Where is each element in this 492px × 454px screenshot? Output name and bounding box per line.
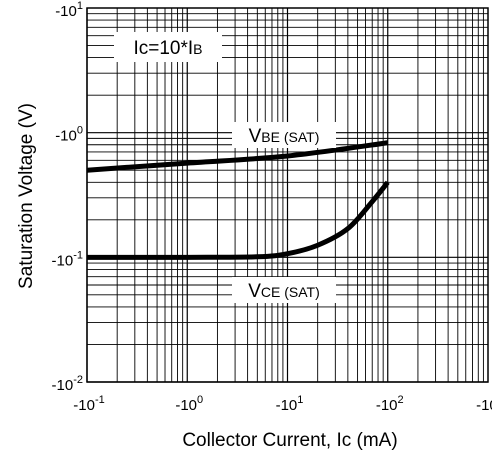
label-part: B [193,41,202,57]
grid [86,8,488,383]
tick-base: -10 [52,377,74,394]
tick-base: -10 [175,397,197,414]
tick-base: -10 [276,397,298,414]
series-line-vce-sat [86,180,390,260]
tick-exponent: 0 [197,394,203,406]
condition-label: Ic=10*IB [114,32,222,62]
tick-base: -10 [52,252,74,269]
vbe-sat-label-bg [232,122,336,148]
label-part: (SAT) [280,284,319,300]
vbe-sat-label: VBE (SAT) [232,122,336,148]
series [86,140,390,260]
series-line-vbe-sat [86,140,389,173]
tick-labels: -10-1-100-101-102-103-101-100-10-1-10-2 [52,0,492,414]
y-tick-label: -10-2 [52,374,83,394]
tick-base: -10 [55,128,77,145]
tick-base: -10 [55,3,77,20]
tick-exponent: 1 [297,394,303,406]
tick-exponent: 1 [77,0,83,12]
condition-label-text: Ic=10*IB [133,38,202,59]
vbe-sat-label-text: VBE (SAT) [249,126,320,147]
x-tick-label: -10-1 [73,394,104,414]
x-tick-label: -103 [476,394,492,414]
tick-exponent: -2 [73,374,83,386]
tick-base: -10 [476,397,492,414]
tick-base: -10 [376,397,398,414]
label-part: V [248,281,261,302]
label-part: (SAT) [280,129,319,145]
x-axis-label: Collector Current, Ic (mA) [182,430,397,451]
plot-frame [86,7,489,383]
x-tick-label: -102 [376,394,404,414]
y-tick-label: -101 [55,0,83,20]
vce-sat-label-text: VCE (SAT) [248,281,320,302]
tick-exponent: 0 [77,125,83,137]
tick-exponent: -1 [73,249,83,261]
y-tick-label: -100 [55,125,83,145]
x-tick-label: -101 [276,394,304,414]
tick-exponent: 2 [398,394,404,406]
y-tick-label: -10-1 [52,249,83,269]
vce-sat-label: VCE (SAT) [232,277,336,303]
label-part: V [249,126,262,147]
tick-base: -10 [73,397,95,414]
vce-sat-label-bg [232,277,336,303]
label-part: BE [261,129,280,145]
label-part: Ic=10*I [133,38,193,59]
condition-label-bg [114,32,222,62]
y-axis-label: Saturation Voltage (V) [16,103,37,289]
x-tick-label: -100 [175,394,203,414]
tick-exponent: -1 [95,394,105,406]
label-part: CE [261,284,280,300]
